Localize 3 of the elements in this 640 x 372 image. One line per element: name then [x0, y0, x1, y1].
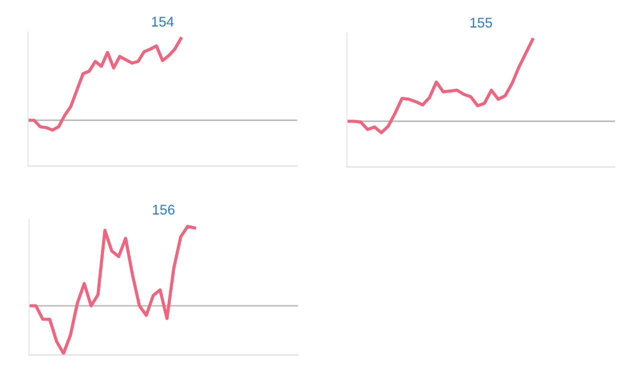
chart-title: 156 — [152, 204, 174, 215]
chart-title: 155 — [470, 18, 492, 28]
chart-title: 154 — [152, 16, 174, 27]
